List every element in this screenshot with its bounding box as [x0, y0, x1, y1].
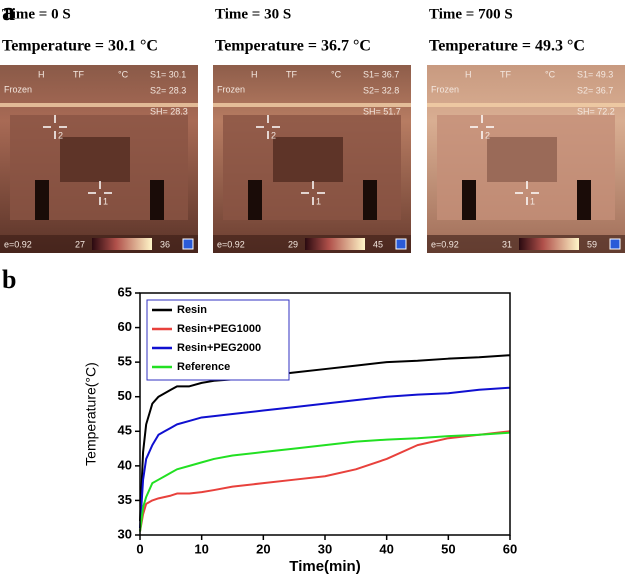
scale-min: 31	[502, 239, 512, 249]
mode-label: Frozen	[217, 84, 245, 94]
legend-label: Resin	[177, 304, 207, 316]
color-scale	[92, 238, 152, 250]
window	[487, 137, 557, 182]
x-tick-label: 30	[318, 541, 332, 556]
temperature-label: Temperature = 49.3 °C	[429, 38, 585, 55]
header-mark: °C	[118, 69, 129, 79]
scale-min: 29	[288, 239, 298, 249]
scale-icon	[182, 238, 194, 250]
y-tick-label: 35	[118, 492, 132, 507]
x-tick-label: 10	[194, 541, 208, 556]
spot-reading: S2= 28.3	[150, 85, 186, 95]
spot-label: 1	[103, 196, 108, 206]
y-tick-label: 45	[118, 423, 132, 438]
window	[60, 137, 130, 182]
dark-block	[248, 180, 262, 220]
scale-icon	[395, 238, 407, 250]
legend-label: Resin+PEG2000	[177, 342, 261, 354]
y-tick-label: 50	[118, 388, 132, 403]
spot-reading: SH= 72.2	[577, 106, 615, 116]
scale-max: 45	[373, 239, 383, 249]
y-tick-label: 65	[118, 284, 132, 299]
hot-edge	[427, 103, 625, 107]
time-label: Time = 0 S	[2, 6, 71, 22]
panel-label: a	[2, 0, 15, 26]
y-axis-label: Temperature(°C)	[83, 362, 99, 466]
scale-min: 27	[75, 239, 85, 249]
dark-block	[577, 180, 591, 220]
x-tick-label: 20	[256, 541, 270, 556]
x-tick-label: 40	[379, 541, 393, 556]
header-mark: TF	[286, 69, 297, 79]
legend-label: Reference	[177, 361, 230, 373]
emissivity: e=0.92	[217, 239, 245, 249]
header-mark: TF	[500, 69, 511, 79]
color-scale	[519, 238, 579, 250]
hot-edge	[213, 103, 411, 107]
header-mark: TF	[73, 69, 84, 79]
y-tick-label: 55	[118, 354, 132, 369]
dark-block	[363, 180, 377, 220]
series-line	[139, 430, 511, 532]
temperature-label: Temperature = 36.7 °C	[215, 38, 371, 55]
spot-reading: SH= 28.3	[150, 106, 188, 116]
header-mark: H	[465, 69, 472, 79]
x-tick-label: 0	[136, 541, 143, 556]
x-tick-label: 50	[441, 541, 455, 556]
scale-max: 59	[587, 239, 597, 249]
header-mark: °C	[545, 69, 556, 79]
panel-label: b	[2, 265, 16, 294]
spot-reading: S2= 36.7	[577, 85, 613, 95]
dark-block	[462, 180, 476, 220]
spot-label: 1	[316, 196, 321, 206]
spot-reading: S2= 32.8	[363, 85, 399, 95]
spot-label: 2	[58, 130, 63, 140]
mode-label: Frozen	[431, 84, 459, 94]
color-scale	[305, 238, 365, 250]
spot-reading: S1= 49.3	[577, 69, 613, 79]
legend-label: Resin+PEG1000	[177, 323, 261, 335]
emissivity: e=0.92	[431, 239, 459, 249]
time-label: Time = 30 S	[215, 6, 291, 22]
mode-label: Frozen	[4, 84, 32, 94]
x-axis-label: Time(min)	[289, 558, 360, 575]
scale-max: 36	[160, 239, 170, 249]
spot-reading: S1= 36.7	[363, 69, 399, 79]
series-line	[139, 354, 511, 522]
header-mark: H	[38, 69, 45, 79]
dark-block	[150, 180, 164, 220]
dark-block	[35, 180, 49, 220]
header-mark: °C	[331, 69, 342, 79]
y-tick-label: 60	[118, 319, 132, 334]
series-line	[139, 386, 511, 529]
time-label: Time = 700 S	[429, 6, 513, 22]
y-tick-label: 40	[118, 457, 132, 472]
temperature-label: Temperature = 30.1 °C	[2, 38, 158, 55]
emissivity: e=0.92	[4, 239, 32, 249]
scale-icon	[609, 238, 621, 250]
header-mark: H	[251, 69, 258, 79]
spot-reading: SH= 51.7	[363, 106, 401, 116]
hot-edge	[0, 103, 198, 107]
spot-label: 2	[271, 130, 276, 140]
window	[273, 137, 343, 182]
series-line	[139, 431, 511, 532]
plot-frame	[139, 292, 511, 536]
spot-label: 1	[530, 196, 535, 206]
y-tick-label: 30	[118, 526, 132, 541]
x-tick-label: 60	[503, 541, 517, 556]
spot-label: 2	[485, 130, 490, 140]
spot-reading: S1= 30.1	[150, 69, 186, 79]
